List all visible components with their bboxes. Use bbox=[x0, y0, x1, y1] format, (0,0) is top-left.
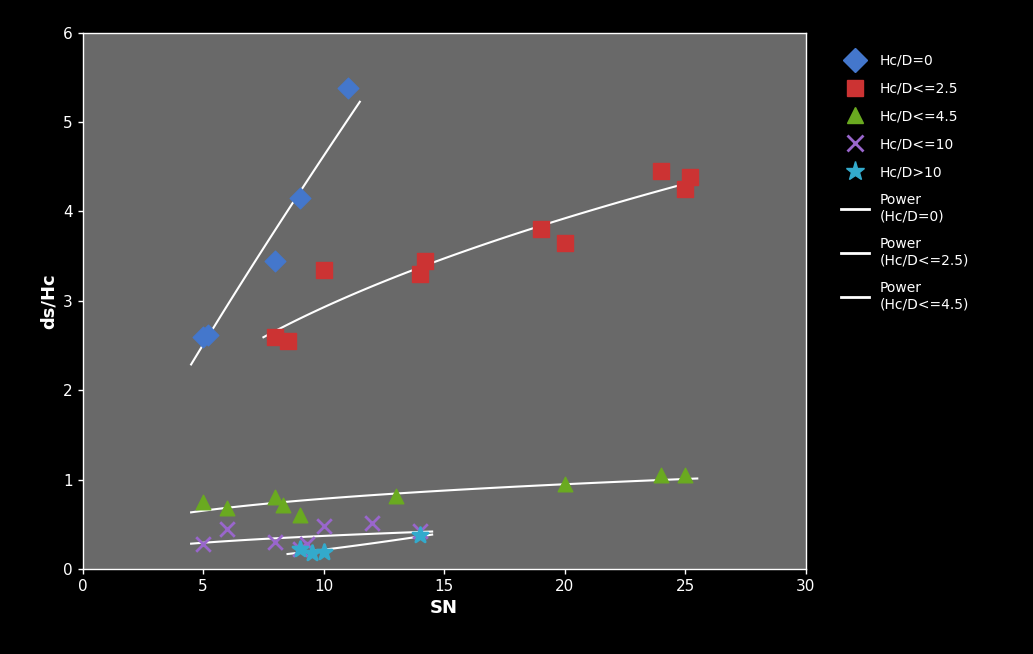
Text: Figure 3.Variations of relative scour depth ds/Hc and SN for different values Hc: Figure 3.Variations of relative scour de… bbox=[126, 619, 742, 647]
Point bbox=[340, 83, 356, 94]
Point bbox=[268, 332, 284, 342]
Point bbox=[653, 470, 669, 480]
Point bbox=[268, 256, 284, 266]
Point bbox=[412, 269, 429, 279]
Legend: Hc/D=0, Hc/D<=2.5, Hc/D<=4.5, Hc/D<=10, Hc/D>10, Power
(Hc/D=0), Power
(Hc/D<=2.: Hc/D=0, Hc/D<=2.5, Hc/D<=4.5, Hc/D<=10, … bbox=[827, 40, 983, 325]
Point bbox=[291, 544, 308, 555]
Point bbox=[304, 547, 320, 558]
Point bbox=[195, 539, 212, 549]
X-axis label: SN: SN bbox=[430, 599, 459, 617]
Point bbox=[557, 237, 573, 248]
Point bbox=[268, 492, 284, 503]
Point bbox=[195, 332, 212, 342]
Point bbox=[268, 537, 284, 547]
Point bbox=[412, 530, 429, 540]
Point bbox=[199, 330, 216, 340]
Point bbox=[291, 193, 308, 203]
Point bbox=[315, 264, 332, 275]
Point bbox=[677, 184, 693, 194]
Point bbox=[219, 523, 236, 534]
Point bbox=[299, 539, 315, 549]
Point bbox=[315, 547, 332, 557]
Point bbox=[557, 479, 573, 489]
Point bbox=[682, 172, 698, 182]
Point bbox=[677, 470, 693, 480]
Point bbox=[364, 517, 380, 528]
Point bbox=[291, 544, 308, 555]
Point bbox=[416, 256, 433, 266]
Point bbox=[279, 336, 295, 347]
Y-axis label: ds/Hc: ds/Hc bbox=[39, 273, 58, 329]
Point bbox=[291, 510, 308, 521]
Point bbox=[412, 526, 429, 537]
Point bbox=[653, 166, 669, 177]
Point bbox=[195, 497, 212, 508]
Point bbox=[275, 500, 291, 510]
Point bbox=[532, 224, 549, 235]
Point bbox=[219, 503, 236, 513]
Point bbox=[315, 521, 332, 531]
Point bbox=[387, 490, 404, 501]
